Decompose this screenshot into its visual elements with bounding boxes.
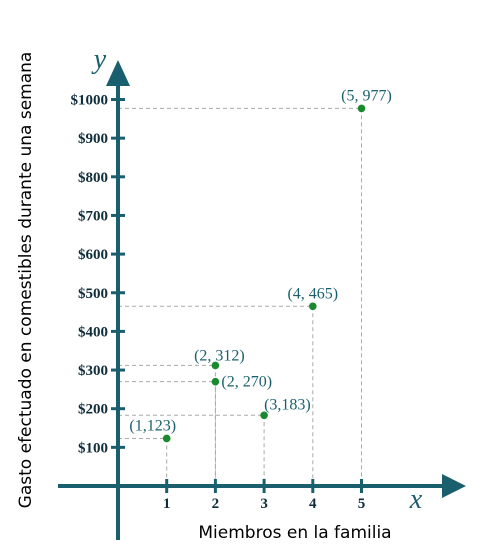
- ticks: $100 $200 $300 $400 $500 $600 $700 $800 $900 $100…: [71, 93, 366, 513]
- axes: [58, 60, 466, 540]
- x-axis-letter: x: [409, 484, 423, 515]
- point-label: (5, 977): [341, 87, 392, 104]
- y-axis-arrow: [106, 60, 130, 86]
- y-tick-label: $300: [78, 363, 108, 379]
- y-tick-label: $900: [78, 131, 108, 147]
- data-point: [309, 302, 317, 311]
- x-axis-label: Miembros en la familia: [198, 523, 391, 543]
- x-tick-label: 1: [163, 496, 171, 512]
- data-point: [357, 104, 366, 113]
- data-point: [260, 411, 268, 420]
- y-tick-label: $100: [78, 440, 108, 456]
- y-axis-label: Gasto efectuado en comestibles durante u…: [16, 52, 36, 509]
- point-label: (2, 312): [194, 347, 245, 364]
- x-axis-arrow: [442, 474, 466, 498]
- data-point: [211, 377, 220, 386]
- x-tick-label: 2: [212, 496, 220, 512]
- data-point: [211, 361, 220, 370]
- data-point: [162, 434, 171, 443]
- y-axis-letter: y: [91, 44, 107, 75]
- y-tick-label: $700: [78, 208, 108, 224]
- y-tick-label: $200: [78, 402, 108, 418]
- point-label: (3,183): [264, 396, 311, 413]
- point-labels: (1,123) (2, 312) (2, 270) (3,183) (4, 465) (5…: [129, 87, 391, 434]
- point-label: (1,123): [129, 417, 176, 434]
- x-tick-label: 4: [309, 496, 317, 512]
- y-tick-label: $500: [78, 286, 108, 302]
- y-tick-label: $1000: [71, 93, 109, 109]
- point-label: (4, 465): [287, 285, 338, 302]
- x-tick-label: 3: [260, 496, 268, 512]
- y-tick-label: $400: [78, 324, 108, 340]
- y-tick-label: $600: [78, 247, 108, 263]
- x-tick-label: 5: [358, 496, 366, 512]
- y-tick-label: $800: [78, 170, 108, 186]
- guide-lines: [118, 107, 362, 486]
- data-points: [162, 104, 366, 443]
- point-label: (2, 270): [221, 374, 272, 391]
